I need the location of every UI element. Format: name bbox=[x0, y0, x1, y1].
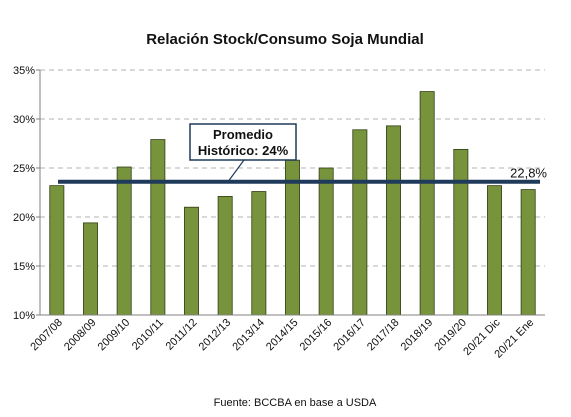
bar bbox=[453, 148, 469, 316]
x-tick-label: 2013/14 bbox=[230, 317, 267, 354]
bar bbox=[83, 222, 98, 316]
bar bbox=[150, 139, 166, 316]
x-tick-label: 2011/12 bbox=[164, 317, 200, 353]
bar bbox=[49, 185, 65, 316]
annotation-box bbox=[189, 123, 297, 161]
annotation-pointer bbox=[227, 159, 245, 183]
x-tick-label: 2017/18 bbox=[365, 317, 402, 354]
bar bbox=[419, 91, 435, 316]
chart-source: Fuente: BCCBA en base a USDA bbox=[214, 397, 377, 409]
last-value-label: 22,8% bbox=[510, 166, 547, 181]
x-tick-label: 2015/16 bbox=[298, 317, 335, 354]
x-tick-label: 2016/17 bbox=[331, 317, 368, 354]
x-axis-ticks: 2007/082008/092009/102010/112011/122012/… bbox=[28, 316, 536, 360]
bar bbox=[386, 125, 401, 316]
y-tick-label: 20% bbox=[13, 212, 35, 224]
bar bbox=[217, 196, 233, 316]
y-tick-label: 10% bbox=[13, 310, 35, 322]
x-tick-label: 2008/09 bbox=[62, 317, 99, 354]
annotation-line-2: Histórico: 24% bbox=[198, 143, 289, 158]
x-tick-label: 2014/15 bbox=[264, 317, 301, 354]
y-tick-label: 35% bbox=[13, 65, 35, 77]
bar bbox=[520, 189, 536, 316]
y-axis-ticks: 10% 15% 20% 25% 30% 35% bbox=[13, 65, 40, 322]
x-tick-label: 2012/13 bbox=[197, 317, 234, 354]
chart-title: Relación Stock/Consumo Soja Mundial bbox=[146, 31, 424, 48]
bar bbox=[487, 185, 502, 316]
y-tick-label: 25% bbox=[13, 163, 35, 175]
bar bbox=[184, 206, 199, 316]
y-tick-label: 30% bbox=[13, 114, 35, 126]
x-tick-label: 2007/08 bbox=[28, 317, 65, 354]
annotation-callout: Promedio Histórico: 24% bbox=[189, 123, 297, 183]
x-tick-label: 2010/11 bbox=[130, 317, 166, 353]
y-tick-label: 15% bbox=[13, 261, 35, 273]
x-tick-label: 2018/19 bbox=[399, 317, 436, 354]
bar bbox=[116, 166, 132, 316]
bar bbox=[318, 167, 334, 316]
x-tick-label: 2009/10 bbox=[96, 317, 133, 354]
bar bbox=[251, 191, 267, 316]
annotation-line-1: Promedio bbox=[213, 127, 273, 142]
bars bbox=[49, 91, 536, 316]
bar bbox=[352, 129, 368, 316]
